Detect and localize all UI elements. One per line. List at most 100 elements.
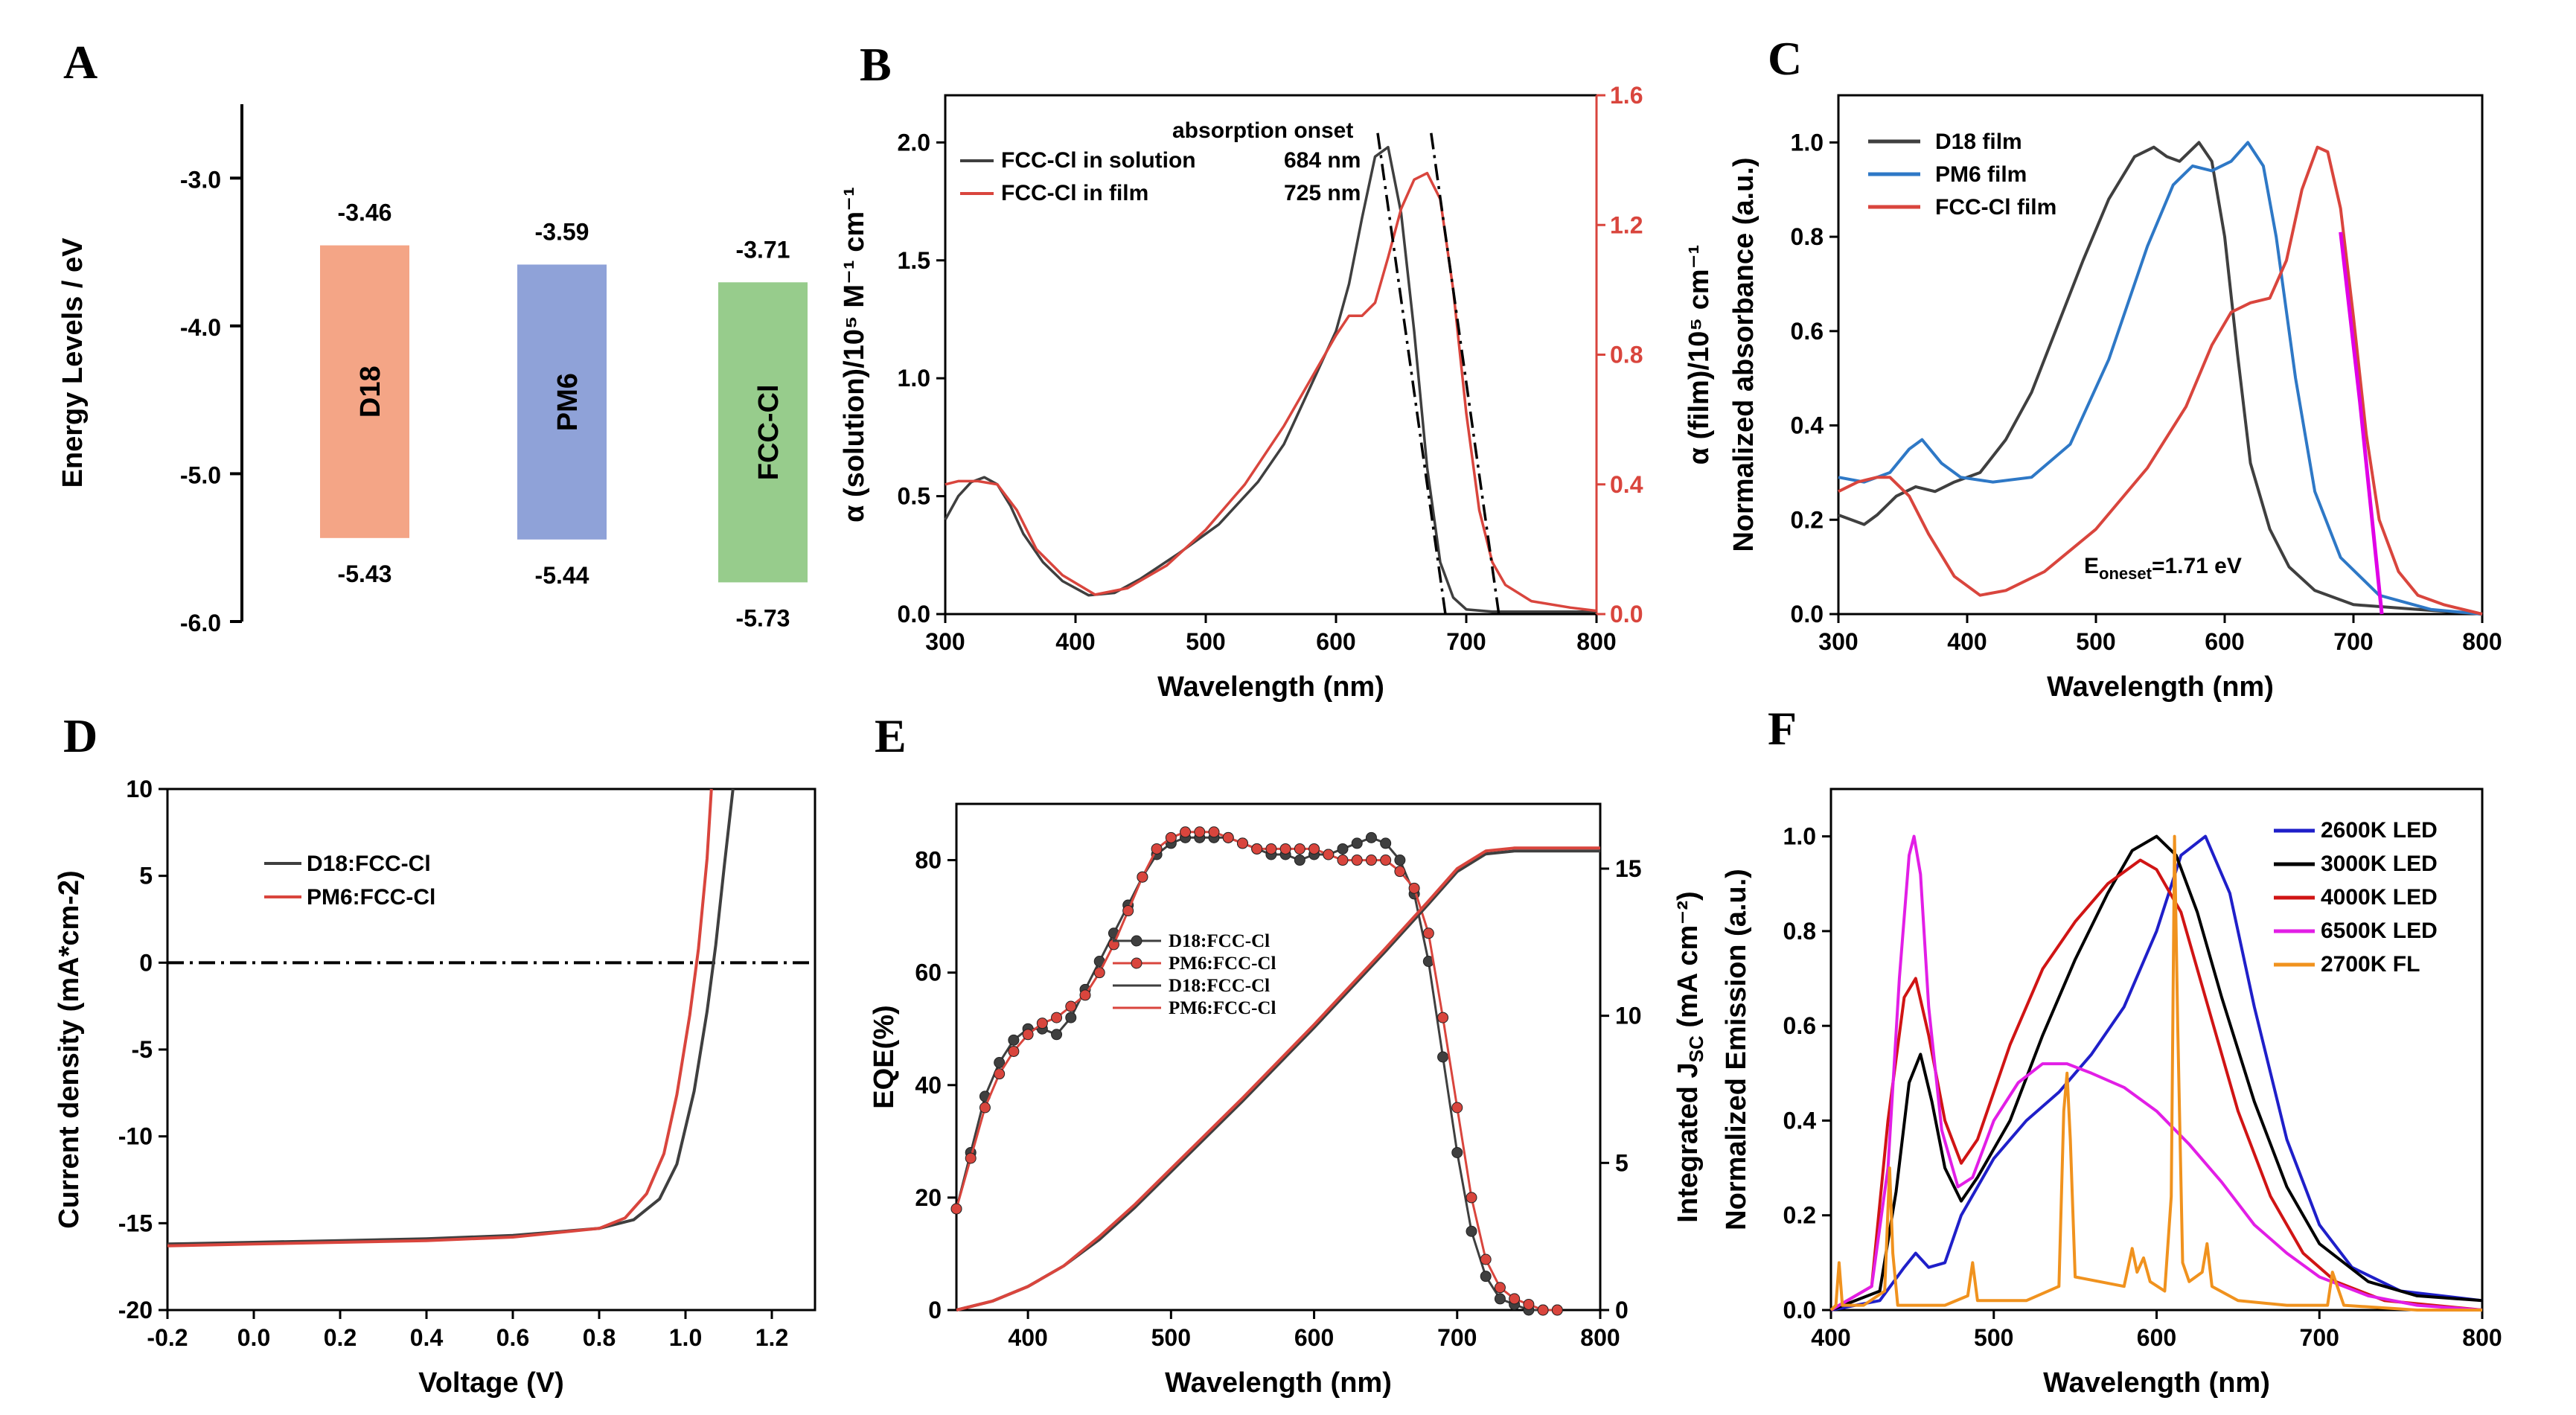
panel-letter-d: D xyxy=(63,709,98,762)
plot-frame xyxy=(955,802,1602,1312)
legend-label: 6500K LED xyxy=(2321,919,2438,943)
data-point xyxy=(1079,989,1091,1001)
data-point xyxy=(1337,843,1349,855)
y-tick-label: 0.0 xyxy=(1783,1297,1816,1323)
data-point xyxy=(1480,1271,1492,1283)
legend-label: PM6:FCC-Cl xyxy=(307,885,435,910)
data-point xyxy=(1523,1298,1535,1310)
series-line xyxy=(1830,834,2483,1312)
onset-tangent-line xyxy=(1376,132,1447,615)
x-tick-label: -0.2 xyxy=(147,1324,188,1351)
y-axis-label: α (solution)/10⁵ M⁻¹ cm⁻¹ xyxy=(839,187,870,523)
data-point xyxy=(965,1152,977,1164)
x-tick-label: 1.0 xyxy=(669,1324,702,1351)
y-tick-label: -5.0 xyxy=(180,461,221,488)
series-line xyxy=(945,171,1597,613)
x-tick-label: 400 xyxy=(1008,1324,1047,1351)
onset-value-label: 725 nm xyxy=(1284,181,1361,205)
data-point xyxy=(1365,831,1377,843)
x-tick-label: 700 xyxy=(2333,628,2373,655)
legend-label: FCC-Cl in solution xyxy=(1001,148,1196,173)
data-point xyxy=(1065,1012,1077,1023)
plot-frame xyxy=(1837,94,2484,616)
x-tick-label: 800 xyxy=(1580,1324,1620,1351)
y2-tick-label: 0.8 xyxy=(1610,342,1643,368)
y-tick-label: 0.8 xyxy=(1791,223,1824,250)
plot-frame xyxy=(944,94,1598,616)
y-axis-label: Normalized Emission (a.u.) xyxy=(1721,869,1752,1230)
y-tick-label: 0 xyxy=(928,1297,942,1323)
x-tick-label: 400 xyxy=(1947,628,1987,655)
energy-bar-d18 xyxy=(320,245,409,538)
data-point xyxy=(1265,843,1277,855)
data-point xyxy=(1251,843,1263,855)
lumo-label: -3.71 xyxy=(736,236,790,263)
y-tick-label: 10 xyxy=(126,776,153,802)
onset-annotation: Eoneset=1.71 eV xyxy=(2084,554,2242,583)
data-point xyxy=(1480,1253,1492,1265)
y-tick-label: 1.0 xyxy=(1791,129,1824,156)
series-line xyxy=(1838,141,2483,616)
data-point xyxy=(1394,855,1406,866)
data-point xyxy=(979,1102,991,1114)
x-tick-label: 600 xyxy=(1316,628,1355,655)
data-point xyxy=(1065,1000,1077,1012)
data-point xyxy=(1294,843,1305,855)
y-tick-label: 1.0 xyxy=(898,365,930,392)
x-tick-label: 500 xyxy=(1974,1324,2013,1351)
y-tick-label: 40 xyxy=(915,1072,942,1099)
data-point xyxy=(1451,1146,1463,1158)
panel-letter-c: C xyxy=(1768,32,1802,85)
panel-a-energy-levels: -3.0 -4.0 -5.0 -6.0 Energy Levels / eV -3.46 -… xyxy=(57,104,808,636)
x-tick-label: 500 xyxy=(1151,1324,1191,1351)
y-axis-label: Current density (mA*cm-2) xyxy=(54,870,85,1228)
bar-name-label: FCC-Cl xyxy=(753,384,784,480)
data-point xyxy=(1380,837,1392,849)
y-tick-label: -20 xyxy=(118,1297,153,1323)
x-tick-label: 800 xyxy=(1576,628,1616,655)
y2-tick-label: 10 xyxy=(1615,1003,1642,1029)
data-point xyxy=(1323,849,1335,860)
x-tick-label: 600 xyxy=(1294,1324,1334,1351)
y-tick-label: -10 xyxy=(118,1123,153,1150)
series-line xyxy=(956,846,1600,1312)
data-point xyxy=(1208,826,1220,838)
data-point xyxy=(1051,1029,1063,1041)
x-tick-label: 0.2 xyxy=(324,1324,357,1351)
data-point xyxy=(994,1057,1006,1069)
data-point xyxy=(1236,837,1248,849)
y-axis-label: Energy Levels / eV xyxy=(57,237,89,488)
y2-tick-label: 1.2 xyxy=(1610,211,1643,238)
x-axis-label: Voltage (V) xyxy=(418,1367,564,1399)
x-axis-label: Wavelength (nm) xyxy=(1165,1367,1392,1399)
series-line xyxy=(1830,834,2483,1312)
bar-name-label: D18 xyxy=(355,365,386,418)
energy-bar-pm6 xyxy=(517,264,607,540)
y2-tick-label: 15 xyxy=(1615,855,1642,882)
y-axis-label: Normalized absorbance (a.u.) xyxy=(1728,157,1760,552)
y-tick-label: 80 xyxy=(915,847,942,874)
y2-tick-label: 0.0 xyxy=(1610,601,1643,627)
data-point xyxy=(1051,1012,1063,1023)
onset-fit-line xyxy=(2339,231,2384,615)
data-point xyxy=(1165,831,1177,843)
y-tick-label: 0.8 xyxy=(1783,918,1816,945)
legend-label: D18:FCC-Cl xyxy=(1169,976,1270,996)
panel-letter-b: B xyxy=(860,38,892,91)
panel-d-jv-curves: -0.2 0.0 0.2 0.4 0.6 0.8 1.0 1.2 -20 -15 -10 -5 0 5 10… xyxy=(54,776,816,1399)
y-tick-label: 0.2 xyxy=(1783,1202,1816,1229)
data-point xyxy=(1222,831,1234,843)
homo-label: -5.44 xyxy=(535,562,589,589)
x-tick-label: 700 xyxy=(1437,1324,1477,1351)
data-point xyxy=(1437,1012,1449,1023)
x-tick-label: 800 xyxy=(2462,628,2502,655)
y-tick-label: 0.0 xyxy=(898,601,930,627)
y-tick-label: 0 xyxy=(139,949,153,976)
y-tick-label: 1.0 xyxy=(1783,823,1816,850)
onset-tangent-line xyxy=(1430,132,1500,615)
lumo-label: -3.46 xyxy=(338,199,392,226)
data-point xyxy=(1008,1034,1020,1046)
series-line xyxy=(1838,145,2483,616)
